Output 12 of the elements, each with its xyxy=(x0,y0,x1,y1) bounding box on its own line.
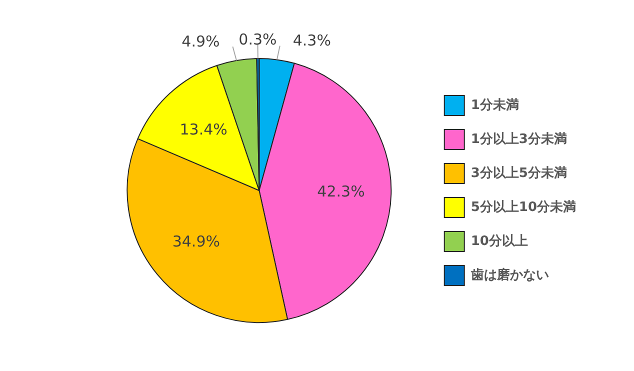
legend-label: 10分以上 xyxy=(470,234,528,249)
data-label: 4.3% xyxy=(292,32,331,50)
data-label: 4.9% xyxy=(182,32,220,51)
legend-label: 1分以上3分未満 xyxy=(470,132,567,147)
legend-label: 3分以上5分未満 xyxy=(470,166,567,181)
data-label: 42.3% xyxy=(317,182,365,201)
legend-label: 5分以上10分未満 xyxy=(470,200,576,215)
data-label: 13.4% xyxy=(180,120,228,138)
data-label: 34.9% xyxy=(172,232,220,251)
data-label: 0.3% xyxy=(238,30,277,48)
legend-label: 歯は磨かない xyxy=(470,266,549,283)
legend-label: 1分未満 xyxy=(470,98,519,113)
